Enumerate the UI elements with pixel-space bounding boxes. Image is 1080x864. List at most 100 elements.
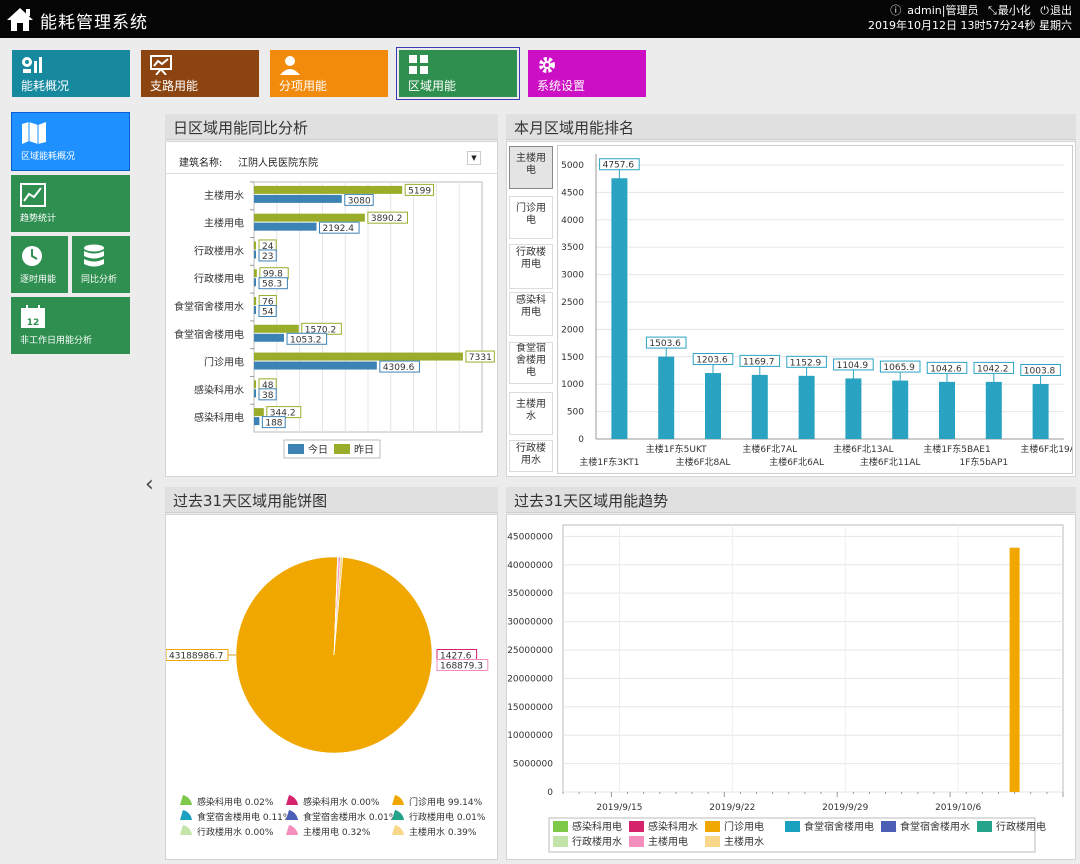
pie-legend-swatch [286,825,298,835]
building-selector[interactable]: 建筑名称: 江阴人民医院东院 ▼ [166,144,497,174]
side-hourly-energy[interactable]: 逐时用能 [11,236,68,293]
bar-today [254,306,256,314]
nav-area-energy[interactable]: 区域用能 [399,50,517,97]
rank-tab-6[interactable]: 行政楼用水 [509,440,553,472]
building-value[interactable]: 江阴人民医院东院 [238,158,318,169]
pie-legend-swatch [392,810,404,820]
power-icon[interactable]: ⏻ [1040,4,1049,17]
y-tick-label: 0 [547,788,553,798]
pie-slice [235,556,433,754]
rank-value-label: 4757.6 [603,161,635,171]
info-icon[interactable]: ⓘ [890,4,902,17]
nav-branch-energy[interactable]: 支路用能 [141,50,259,97]
value-label-today-box [258,249,277,262]
value-label-today-box [318,221,360,234]
trend-chart-icon [20,183,46,207]
x-category-label: 主楼1F东5UKT [646,443,707,455]
category-label: 行政楼用电 [194,272,244,285]
pie-value-label: 43188986.7 [169,652,223,662]
rank-value-label: 1065.9 [883,363,915,373]
bar-today [254,250,256,259]
y-tick-label: 500 [567,408,584,418]
rank-tab-3[interactable]: 感染科用电 [509,292,553,336]
value-label-yesterday: 5199 [408,186,431,196]
side-trend-stats[interactable]: 趋势统计 [11,175,130,232]
user-name[interactable]: admin|管理员 [907,4,979,17]
y-tick-label: 35000000 [507,589,553,599]
rank-bar [985,381,1002,439]
building-label: 建筑名称: [179,158,223,169]
rank-tab-2[interactable]: 行政楼用电 [509,244,553,289]
rank-bar [798,375,815,439]
trend-bar [1009,547,1020,792]
app-title: 能耗管理系统 [40,13,148,33]
category-label: 主楼用电 [204,217,244,230]
rank-chart-frame: 0 500 1000 1500 2000 2500 3000 3500 4000 4500 5000… [557,145,1080,474]
category-label: 主楼用水 [204,189,244,202]
side-nonworkday[interactable]: 12 非工作日用能分析 [11,297,130,354]
value-label-yesterday: 99.8 [263,270,283,280]
rank-tab-1[interactable]: 门诊用电 [509,196,553,239]
nav-label: 区域用能 [408,79,457,93]
x-category-label: 主楼6F北13AL [833,443,894,455]
pie-legend-swatch [286,810,298,820]
home-icon[interactable] [6,6,34,32]
y-tick-label: 20000000 [507,674,553,684]
x-category-label: 主楼6F北11AL [860,456,921,468]
side-label: 区域能耗概况 [21,152,76,162]
minimize-icon[interactable]: ⤡ [987,4,997,17]
daily-panel: 建筑名称: 江阴人民医院东院 ▼ 主楼用水 5199 3080 主楼用电 3890.2 2… [165,141,498,477]
rank-value-label: 1503.6 [649,339,681,349]
pie-legend-swatch [180,795,192,805]
pie-value-label-box [436,659,489,671]
collapse-arrow[interactable]: ‹ [145,472,154,497]
y-tick-label: 30000000 [507,618,553,628]
nav-system-settings[interactable]: 系统设置 [528,50,646,97]
clock-icon [22,246,42,266]
rank-value-label-box [1020,363,1061,376]
y-tick-label: 40000000 [507,561,553,571]
category-label: 门诊用电 [204,356,244,369]
rank-chart: 0 500 1000 1500 2000 2500 3000 3500 4000 4500 5000… [561,154,1080,468]
rank-value-label: 1152.9 [790,358,822,368]
top-header: 能耗管理系统 ⓘ admin|管理员 ⤡最小化 ⏻退出 2019年10月12日 1… [0,0,1080,38]
rank-value-label-box [926,361,968,374]
bar-today [254,278,256,287]
value-label-today: 54 [262,308,274,318]
side-yoy-analysis[interactable]: 同比分析 [72,236,130,293]
pie-legend-swatch [180,810,192,820]
rank-tab-5[interactable]: 主楼用水 [509,392,553,435]
pie-legend-swatch [286,795,298,805]
rank-value-label: 1104.9 [837,361,869,371]
rank-tab-0[interactable]: 主楼用电 [509,146,553,189]
nav-energy-overview[interactable]: 能耗概况 [12,50,130,97]
bar-yesterday [254,269,257,278]
bar-yesterday [254,241,256,250]
rank-value-label-box [599,158,640,171]
rank-value-label: 1169.7 [743,357,775,367]
minimize-link[interactable]: 最小化 [997,4,1031,17]
trend-legend-label: 行政楼用水 [572,835,622,848]
logout-link[interactable]: 退出 [1050,4,1072,17]
trend-legend-swatch [881,821,896,832]
bar-yesterday [254,324,299,333]
plot-area [562,524,1064,793]
nav-item-energy[interactable]: 分项用能 [270,50,388,97]
rank-bar [658,356,675,439]
x-tick-label: 2019/10/6 [935,803,981,813]
rank-tab-4[interactable]: 食堂宿舍楼用电 [509,342,553,384]
pie-panel: 43188986.7 1427.6 168879.3 感染科用电 0.02% 感染科用水… [165,514,498,860]
rank-bar [845,378,862,439]
x-tick-label: 2019/9/15 [596,803,642,813]
side-area-overview[interactable]: 区域能耗概况 [11,112,130,171]
dropdown-arrow-icon[interactable]: ▼ [467,151,481,165]
user-icon [280,56,300,75]
x-category-label: 1F东5bAP1 [959,456,1008,468]
pie-legend-label: 食堂宿舍楼用水 0.01% [303,811,398,823]
user-area: ⓘ admin|管理员 ⤡最小化 ⏻退出 2019年10月12日 13时57分24… [868,3,1072,33]
bar-yesterday [254,352,463,361]
trend-legend-swatch [705,836,720,847]
nav-label: 系统设置 [537,79,586,93]
trend-legend-label: 感染科用电 [572,820,622,833]
value-label-yesterday: 344.2 [270,409,296,419]
